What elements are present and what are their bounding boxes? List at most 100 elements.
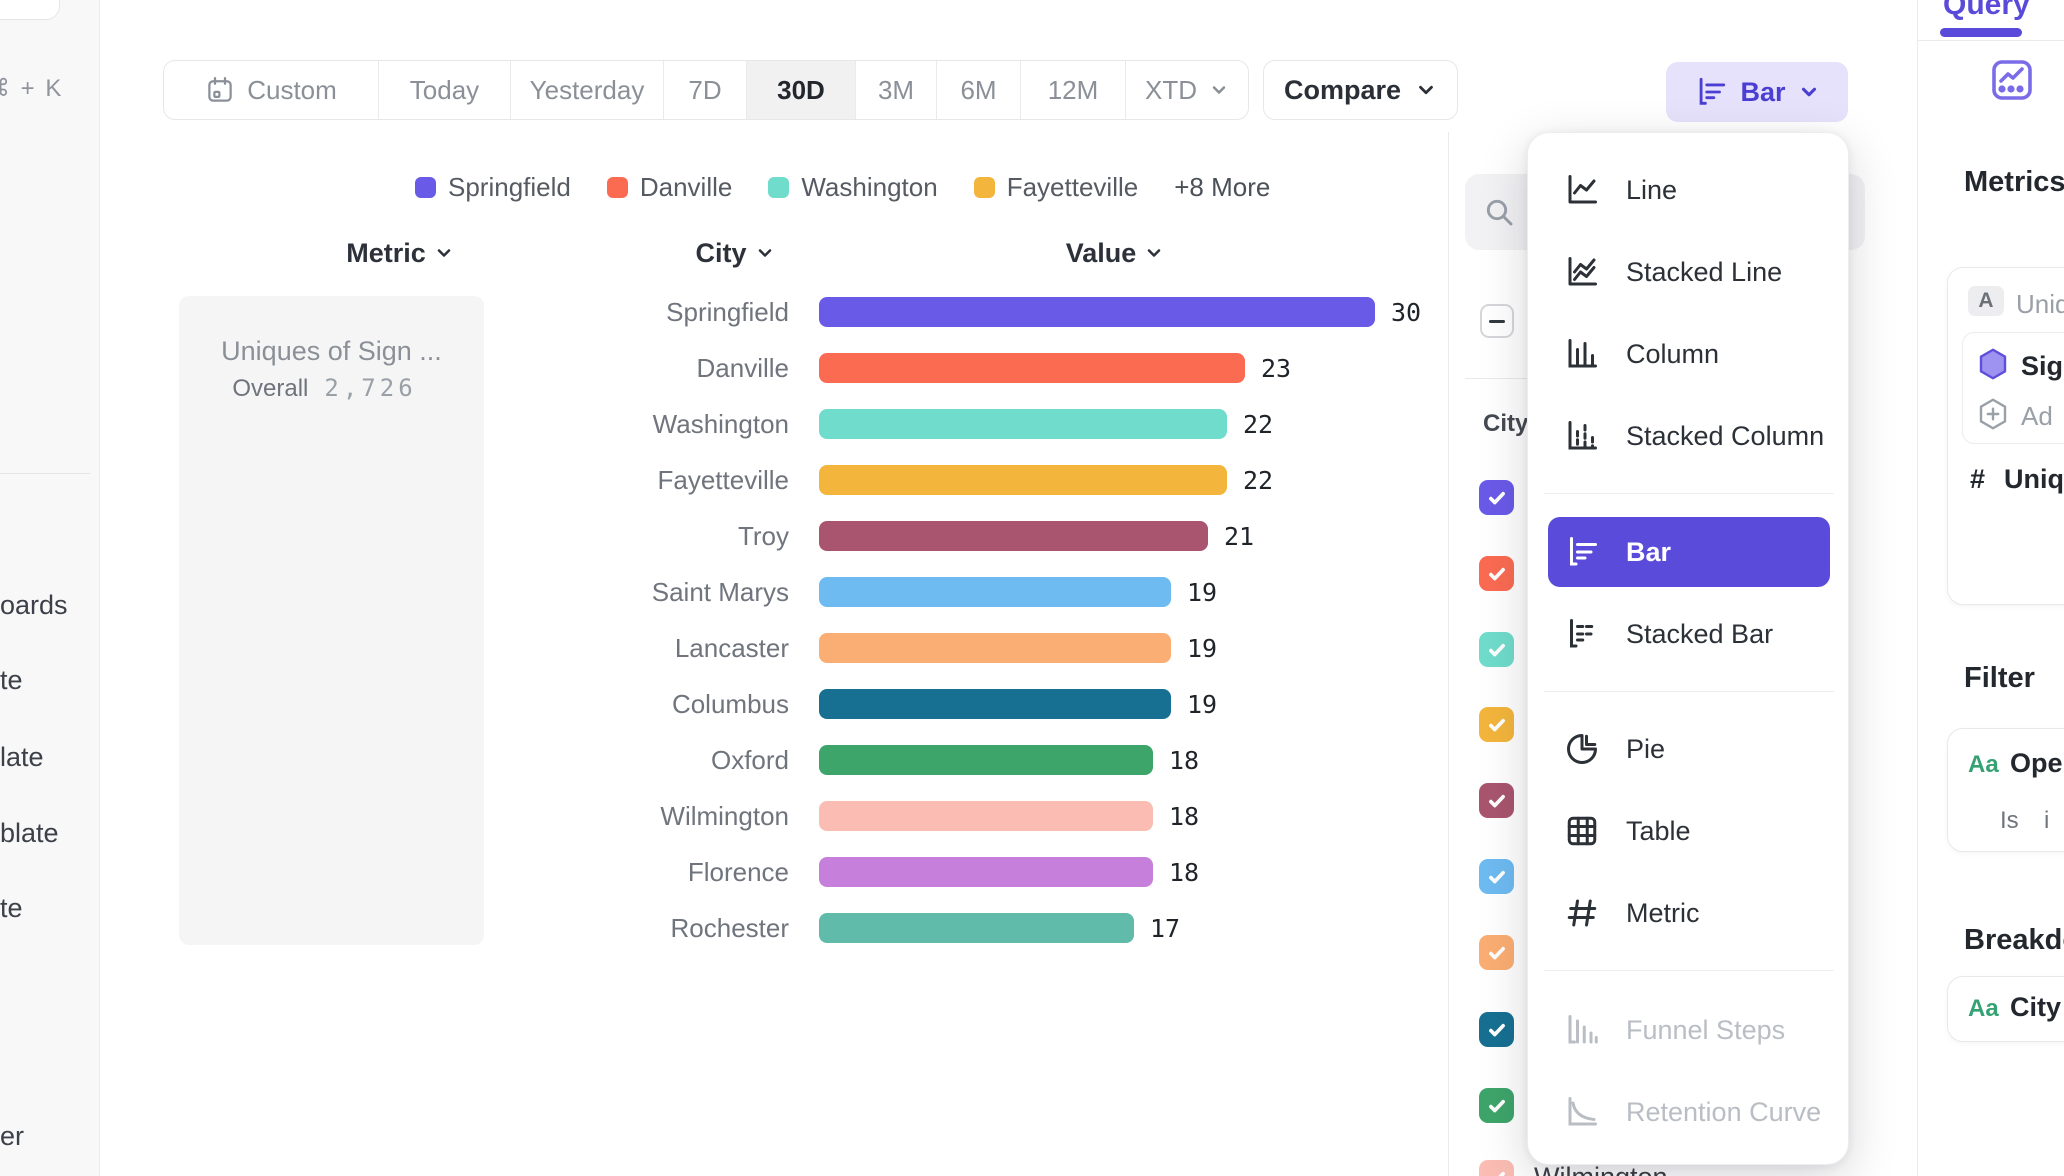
column-header-city[interactable]: City — [680, 238, 790, 268]
chart-legend: Springfield Danville Washington Fayettev… — [415, 172, 1270, 202]
menu-item-stacked-line[interactable]: Stacked Line — [1528, 231, 1848, 313]
event-name-text: Sig — [2021, 351, 2064, 381]
menu-item-column[interactable]: Column — [1528, 313, 1848, 395]
filter-operator-text: Is — [2000, 807, 2019, 834]
bar-row: Troy 21 — [737, 520, 1255, 551]
check-icon — [1488, 1023, 1505, 1036]
panel-divider — [1448, 132, 1449, 1176]
bar[interactable] — [819, 913, 1134, 943]
chevron-down-icon — [758, 249, 771, 257]
range-6m[interactable]: 6M — [937, 61, 1021, 119]
bar[interactable] — [819, 521, 1208, 551]
nav-item-3[interactable]: blate — [0, 818, 59, 848]
bar[interactable] — [819, 857, 1153, 887]
legend-item-danville[interactable]: Danville — [606, 172, 732, 203]
bar-row: Lancaster 19 — [674, 632, 1218, 663]
bar-chart-icon — [1700, 77, 1726, 105]
check-icon — [1488, 643, 1505, 656]
city-row-label-wilmington[interactable]: Wilmington — [1534, 1162, 1668, 1176]
legend-more-button[interactable]: +8 More — [1174, 171, 1271, 202]
bar[interactable] — [819, 745, 1153, 775]
bar-row: Danville 23 — [696, 352, 1292, 383]
legend-swatch — [973, 176, 995, 198]
menu-item-line[interactable]: Line — [1528, 149, 1848, 231]
city-checkbox-danville[interactable] — [1479, 556, 1514, 591]
metric-summary-panel[interactable]: Uniques of Sign ... Overall 2,726 — [179, 296, 484, 945]
range-custom[interactable]: Custom — [164, 61, 379, 119]
city-checkbox-washington[interactable] — [1479, 632, 1514, 667]
bar[interactable] — [819, 689, 1171, 719]
city-checkbox-springfield[interactable] — [1479, 480, 1514, 515]
date-range-selector: Custom Today Yesterday 7D 30D 3M 6M 12M … — [163, 60, 1249, 120]
overall-value: 2,726 — [324, 374, 417, 402]
chevron-down-icon — [1148, 249, 1161, 257]
nav-search-box[interactable] — [0, 0, 60, 20]
chart-type-button[interactable]: Bar — [1666, 62, 1848, 122]
nav-item-2[interactable]: late — [0, 742, 44, 772]
breakdown-card[interactable]: Aa City — [1947, 976, 2064, 1042]
bar[interactable] — [819, 801, 1153, 831]
column-header-metric[interactable]: Metric — [330, 238, 470, 268]
range-yesterday[interactable]: Yesterday — [511, 61, 664, 119]
bar[interactable] — [819, 633, 1171, 663]
compare-button[interactable]: Compare — [1263, 60, 1458, 120]
select-all-checkbox-indeterminate[interactable] — [1480, 304, 1514, 338]
legend-item-springfield[interactable]: Springfield — [415, 172, 571, 203]
bar-chart-icon — [1570, 537, 1597, 566]
insights-report-icon[interactable] — [1988, 56, 2036, 104]
bar-row: Fayetteville 22 — [657, 464, 1274, 495]
string-type-icon: Aa — [1968, 751, 1999, 778]
range-today[interactable]: Today — [379, 61, 511, 119]
menu-item-pie[interactable]: Pie — [1528, 708, 1848, 790]
city-checkbox-wilmington[interactable] — [1479, 1160, 1514, 1176]
menu-item-stacked-bar[interactable]: Stacked Bar — [1528, 593, 1848, 675]
metric-overall-row: Overall 2,726 — [179, 374, 470, 403]
line-chart-icon — [1568, 175, 1597, 204]
bar[interactable] — [819, 409, 1227, 439]
menu-item-metric[interactable]: Metric — [1528, 872, 1848, 954]
filter-card[interactable]: Aa Ope Is i — [1947, 728, 2064, 852]
bar[interactable] — [819, 577, 1171, 607]
city-checkbox-oxford[interactable] — [1479, 1088, 1514, 1123]
bar[interactable] — [819, 353, 1245, 383]
bar-row: Washington 22 — [652, 408, 1274, 439]
range-30d[interactable]: 30D — [747, 61, 856, 119]
city-checkbox-lancaster[interactable] — [1479, 935, 1514, 970]
string-type-icon: Aa — [1968, 995, 1999, 1022]
legend-item-washington[interactable]: Washington — [768, 172, 938, 203]
nav-item-5[interactable]: er — [0, 1121, 25, 1151]
aggregation-text: Uniqu — [2004, 464, 2064, 494]
city-checkbox-saint-marys[interactable] — [1479, 859, 1514, 894]
range-custom-label: Custom — [247, 74, 337, 105]
city-checkbox-troy[interactable] — [1479, 783, 1514, 818]
metric-card[interactable]: A Uniq Sig Ad # Uniqu — [1947, 267, 2064, 605]
city-checkbox-columbus[interactable] — [1479, 1012, 1514, 1047]
range-7d[interactable]: 7D — [664, 61, 747, 119]
range-xtd[interactable]: XTD — [1126, 61, 1248, 119]
menu-item-table[interactable]: Table — [1528, 790, 1848, 872]
keyboard-shortcut-hint: ⌘ + K — [0, 75, 64, 102]
bar[interactable] — [819, 465, 1227, 495]
range-12m[interactable]: 12M — [1021, 61, 1126, 119]
nav-item-dashboards[interactable]: oards — [0, 590, 68, 620]
filter-heading: Filter — [1964, 662, 2035, 694]
tab-query[interactable]: Query — [1943, 0, 2030, 21]
menu-item-stacked-column[interactable]: Stacked Column — [1528, 395, 1848, 477]
menu-item-bar-selected[interactable]: Bar — [1548, 517, 1830, 587]
bar[interactable] — [819, 297, 1375, 327]
legend-item-fayetteville[interactable]: Fayetteville — [973, 172, 1138, 203]
city-checkbox-fayetteville[interactable] — [1479, 707, 1514, 742]
metric-title: Uniques of Sign ... — [221, 336, 442, 366]
nav-item-1[interactable]: te — [0, 665, 23, 695]
event-card[interactable]: Sig Ad — [1962, 332, 2064, 444]
column-chart-icon — [1568, 339, 1597, 368]
nav-item-4[interactable]: te — [0, 893, 23, 923]
funnel-steps-icon — [1568, 1015, 1598, 1044]
filter-value-text: i — [2044, 807, 2050, 834]
column-header-value[interactable]: Value — [1050, 238, 1180, 268]
range-3m[interactable]: 3M — [856, 61, 937, 119]
bar-row: Rochester 17 — [670, 912, 1181, 943]
bar-row: Saint Marys 19 — [651, 576, 1218, 607]
add-event-icon[interactable] — [1975, 396, 2011, 432]
